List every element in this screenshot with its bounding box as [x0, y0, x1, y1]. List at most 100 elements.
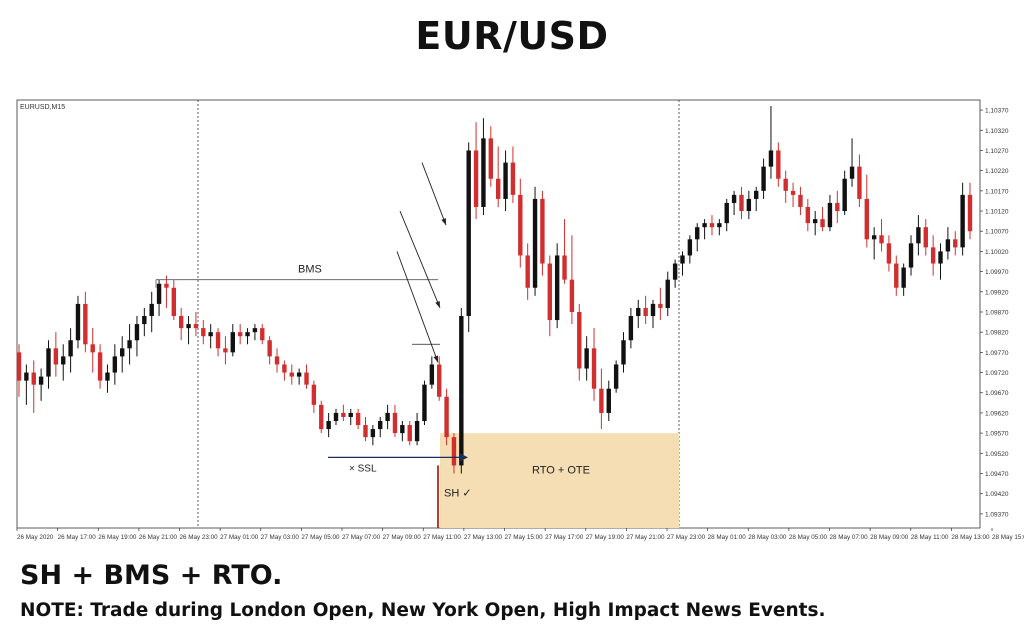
x-tick-label: 27 May 19:00: [586, 534, 625, 541]
chart-title: EUR/USD: [415, 14, 609, 58]
candlestick-chart: EURUSD,M15 BMS × SSL SH ✓ RTO + OTE 1.10370…: [16, 99, 1024, 541]
y-tick-label: 1.09370: [985, 511, 1009, 518]
candle-body: [554, 255, 560, 321]
candle-body: [871, 235, 877, 240]
y-tick-label: 1.10120: [985, 209, 1009, 216]
candle-body: [68, 340, 73, 357]
candle-body: [488, 138, 494, 179]
candle-body: [606, 388, 611, 413]
candle-body: [75, 303, 81, 341]
candle-body: [569, 279, 575, 312]
y-tick-label: 1.09770: [985, 350, 1009, 357]
candle-body: [783, 178, 788, 191]
candle-body: [945, 239, 951, 252]
x-tick-label: 28 May 11:00: [911, 534, 949, 541]
y-tick-label: 1.09420: [985, 491, 1009, 498]
candle-body: [613, 364, 619, 389]
y-tick-label: 1.10370: [985, 108, 1009, 115]
candle-body: [429, 364, 435, 385]
candle-body: [695, 227, 700, 240]
x-tick-label: 27 May 05:00: [301, 534, 340, 541]
y-tick-label: 1.10220: [985, 168, 1009, 175]
candle-body: [53, 348, 59, 365]
candle-body: [407, 425, 412, 442]
pointer-arrowhead: [441, 218, 446, 226]
x-tick-label: 27 May 21:00: [626, 534, 665, 541]
candle-body: [223, 348, 228, 353]
candle-body: [451, 437, 457, 466]
candle-body: [230, 332, 235, 353]
candle-body: [267, 340, 272, 357]
candle-body: [215, 332, 221, 349]
candle-body: [193, 324, 199, 329]
candles: [16, 106, 973, 474]
candle-body: [857, 166, 862, 199]
candle-body: [702, 223, 707, 228]
candle-body: [252, 328, 258, 333]
candle-body: [628, 316, 634, 341]
candle-body: [326, 421, 331, 430]
candle-body: [61, 356, 66, 365]
candle-body: [237, 332, 243, 337]
x-tick-label: 28 May 15:00: [992, 534, 1024, 541]
candle-body: [864, 198, 869, 240]
candle-body: [296, 372, 302, 377]
candle-body: [532, 198, 538, 288]
x-tick-label: 27 May 07:00: [342, 534, 381, 541]
candle-body: [97, 352, 103, 381]
x-tick-label: 28 May 13:00: [951, 534, 990, 541]
candle-body: [562, 255, 567, 280]
candle-body: [835, 202, 840, 212]
x-tick-label: 27 May 11:00: [423, 534, 461, 541]
candle-body: [134, 324, 140, 341]
candle-body: [967, 194, 973, 232]
ssl-arrowhead: [460, 453, 468, 462]
y-tick-label: 1.10270: [985, 148, 1009, 155]
candle-body: [164, 283, 169, 288]
pointer-arrow: [396, 251, 439, 363]
candle-body: [378, 421, 383, 430]
candle-body: [127, 340, 132, 349]
candle-body: [672, 263, 678, 280]
candle-body: [525, 255, 530, 288]
candle-body: [886, 243, 892, 264]
candle-body: [540, 198, 545, 264]
candle-body: [709, 223, 715, 228]
candle-body: [142, 316, 147, 325]
candle-body: [385, 412, 390, 421]
x-tick-label: 27 May 23:00: [667, 534, 706, 541]
candle-body: [908, 243, 914, 268]
candle-body: [473, 150, 479, 207]
candle-body: [680, 255, 685, 264]
candle-body: [466, 150, 471, 317]
candle-body: [761, 166, 766, 191]
x-tick-label: 27 May 17:00: [545, 534, 584, 541]
candle-body: [274, 356, 280, 365]
pointer-arrow: [421, 162, 447, 226]
candle-body: [591, 348, 597, 389]
candle-body: [90, 344, 95, 353]
axes: 1.10370 1.10320 1.10270 1.10220 1.10170 1.101…: [16, 108, 1024, 541]
candle-body: [636, 307, 641, 317]
x-tick-label: 26 May 2020: [17, 534, 54, 541]
candle-body: [643, 307, 648, 317]
candle-body: [392, 412, 398, 434]
candle-body: [790, 190, 796, 195]
candle-body: [481, 138, 486, 207]
candle-body: [495, 178, 501, 199]
candle-body: [621, 340, 626, 365]
candle-body: [437, 364, 442, 397]
candle-body: [916, 227, 921, 244]
candle-body: [577, 311, 582, 369]
candle-body: [120, 348, 125, 357]
y-tick-label: 1.09920: [985, 289, 1009, 296]
candle-body: [687, 239, 693, 256]
y-tick-label: 1.09720: [985, 370, 1009, 377]
candle-body: [731, 194, 737, 203]
candle-body: [746, 198, 752, 212]
x-tick-label: 27 May 03:00: [261, 534, 300, 541]
trading-note: NOTE: Trade during London Open, New York…: [20, 600, 826, 621]
rto-ote-box: [440, 433, 679, 528]
candle-body: [518, 194, 523, 256]
candle-body: [953, 239, 958, 248]
